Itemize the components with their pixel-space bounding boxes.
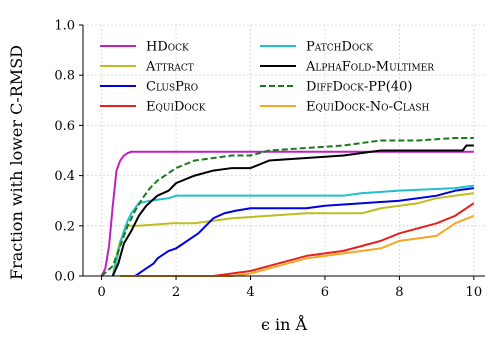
ticks: 0 2 4 6 8 10 0.0 0.2 0.4 0.6 0.8 1.0 [54,19,482,301]
legend-label: EquiDock [146,100,206,115]
series-line-diffdock-pp-40 [100,136,474,277]
y-tick-label: 0.8 [54,69,75,84]
legend-label: PatchDock [306,40,373,55]
legend-label: Attract [145,60,194,75]
legend: HDock Attract ClusPro EquiDock PatchDock Alph… [100,40,434,115]
x-tick-label: 10 [466,285,483,300]
x-tick-label: 0 [97,285,105,300]
series-lines [100,136,475,277]
y-tick-label: 0.4 [54,169,75,184]
axes [82,25,485,277]
y-tick-label: 0.0 [54,270,75,285]
y-tick-label: 0.6 [54,119,75,134]
legend-entry: Attract [100,60,194,75]
legend-entry: EquiDock [100,100,206,115]
legend-entry: ClusPro [100,80,198,95]
y-tick-label: 0.2 [54,219,75,234]
legend-entry: HDock [100,40,189,55]
legend-entry: DiffDock-PP(40) [260,80,412,95]
series-line-hdock [100,150,474,277]
legend-entry: AlphaFold-Multimer [260,60,434,75]
legend-label: EquiDock-No-Clash [306,100,430,115]
series-line-cluspro [134,187,474,277]
series-line-equidock-no-clash [120,214,475,277]
y-axis-title: Fraction with lower C-RMSD [7,45,26,280]
legend-entry: EquiDock-No-Clash [260,100,430,115]
legend-entry: PatchDock [260,40,373,55]
legend-label: DiffDock-PP(40) [306,80,412,95]
x-tick-label: 6 [321,285,329,300]
x-tick-label: 4 [246,285,254,300]
legend-label: ClusPro [146,80,198,95]
series-line-patchdock [111,184,474,277]
y-tick-label: 1.0 [54,19,75,34]
x-tick-label: 2 [172,285,180,300]
series-line-attract [111,192,474,277]
legend-label: HDock [146,40,189,55]
x-axis-title: ϵ in Å [261,314,308,334]
series-line-equidock [120,202,475,277]
x-tick-label: 8 [395,285,403,300]
series-line-alphafold-multimer [111,144,474,277]
legend-label: AlphaFold-Multimer [305,60,434,75]
